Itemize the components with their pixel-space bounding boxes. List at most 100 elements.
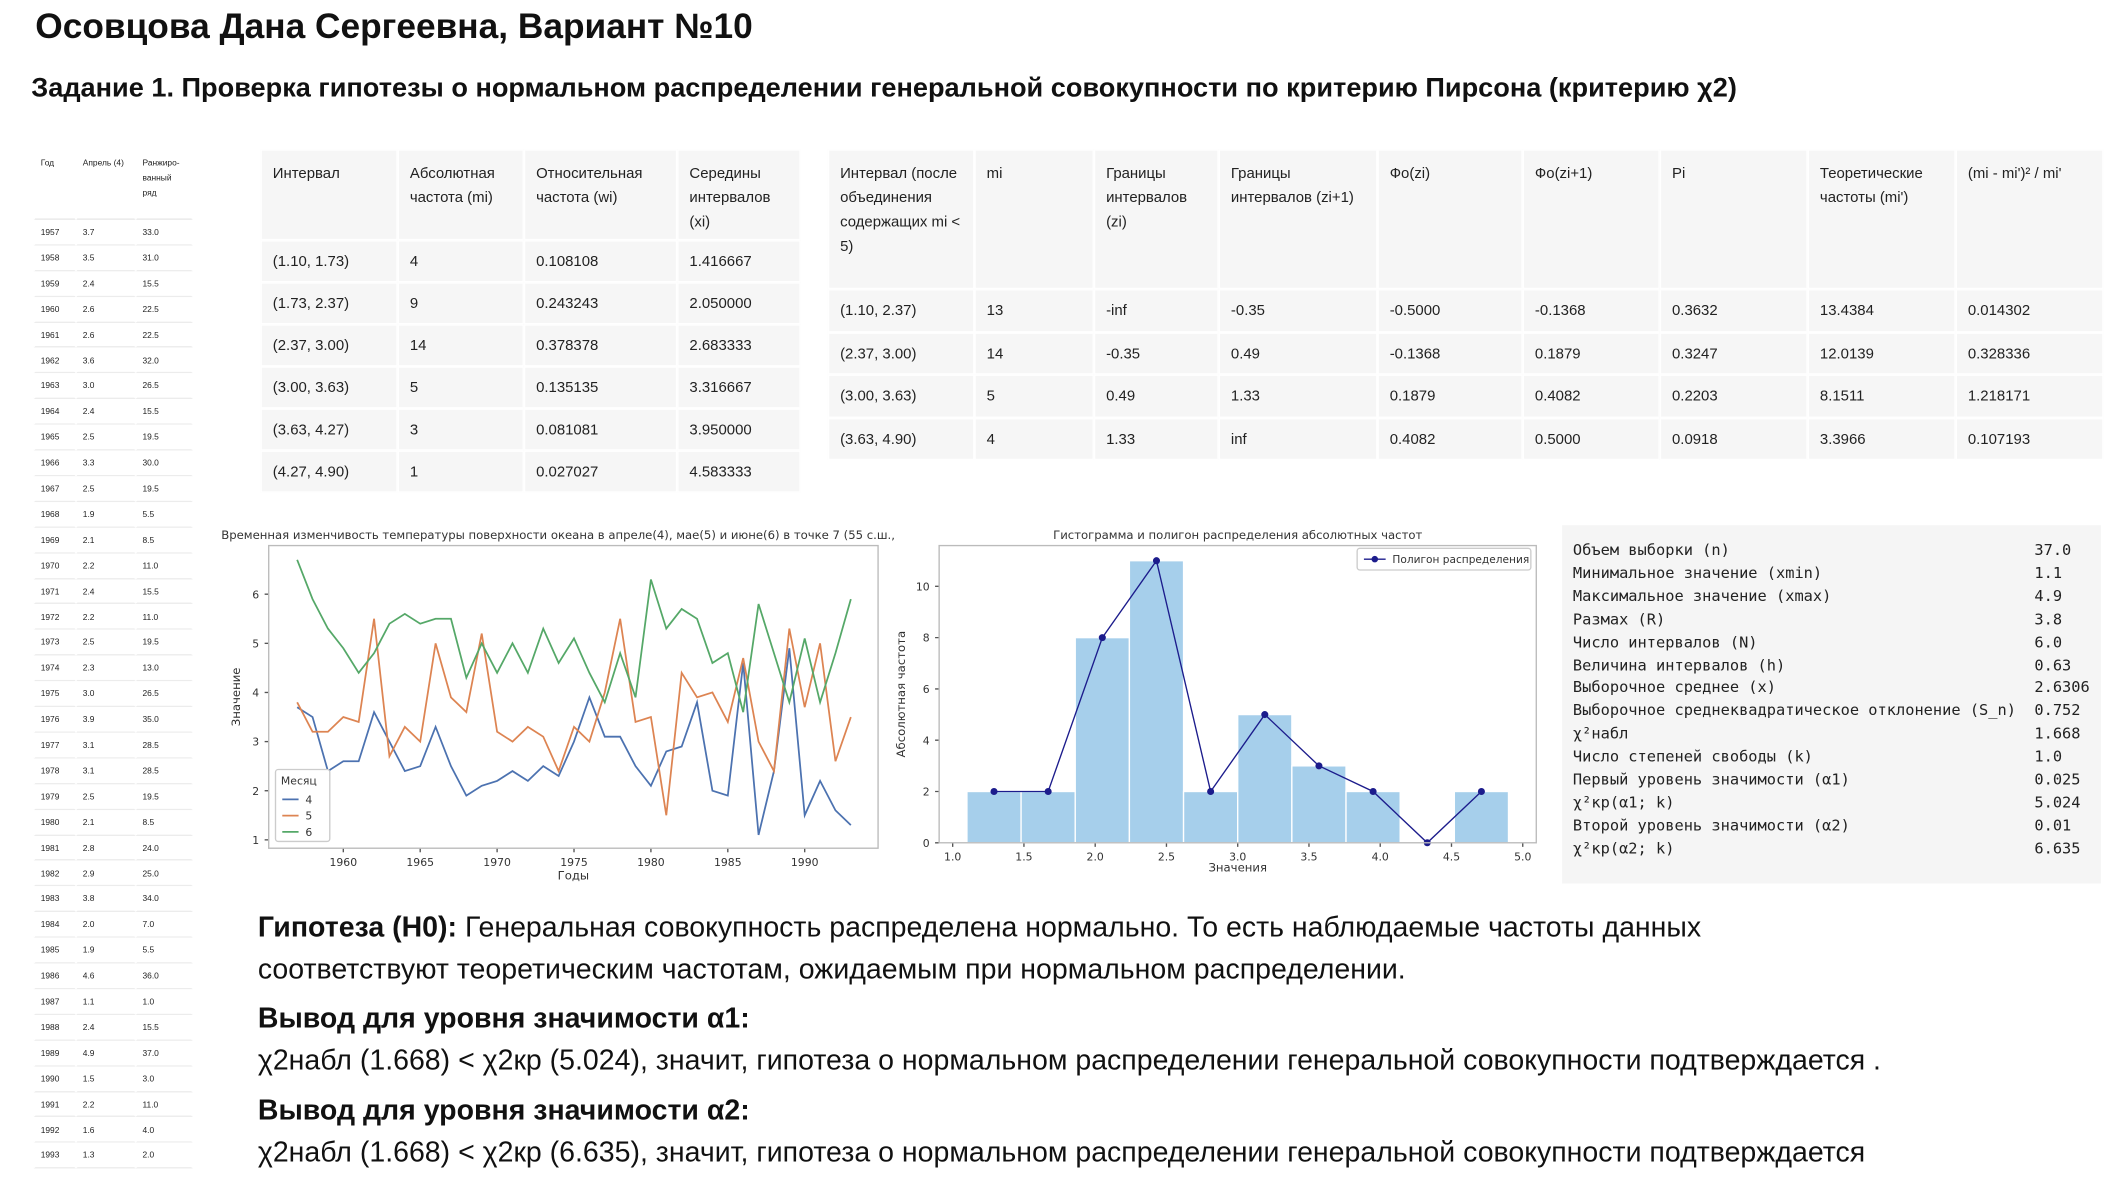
table-cell: 1958 [33,245,76,272]
table-cell: 26.5 [135,373,193,400]
table-cell: 0.081081 [523,408,678,451]
table-cell: 1987 [33,989,76,1015]
table-cell: 3 [397,408,524,451]
histogram-bar [1291,765,1347,844]
table-cell: 1.1 [75,989,136,1015]
table-cell: 0.378378 [523,324,678,367]
table-cell: 14 [397,324,524,367]
table-cell: 1969 [33,527,76,554]
table-cell: 9 [397,282,524,325]
table-cell: 15.5 [135,399,193,426]
polygon-point [990,787,998,796]
stat-value: 6.0 [2034,633,2063,651]
table-cell: (3.00, 3.63) [827,374,975,418]
series-line [296,618,852,816]
table-cell: (2.37, 3.00) [260,324,398,367]
table-cell: (3.00, 3.63) [260,366,398,409]
header-cell: Pi [1659,149,1808,290]
table-cell: 2.5 [75,476,136,502]
x-tick-label: 2.5 [1158,850,1175,863]
table-cell: 2.5 [75,425,136,451]
stat-label: Число интервалов (N) [1572,633,1758,651]
table-cell: (1.73, 2.37) [260,282,398,325]
table-cell: 1986 [33,963,76,990]
table-cell: 1978 [33,758,76,785]
alpha1-label: Вывод для уровня значимости α1: [257,1002,750,1035]
table-cell: 1 [397,450,524,493]
stat-value: 6.635 [2034,839,2081,858]
histogram-bar [1453,790,1510,844]
y-tick-label: 2 [923,786,930,799]
table-cell: 14 [974,331,1094,375]
histogram-bar [1020,790,1076,844]
table-cell: 3.5 [75,245,136,272]
alpha2-text: χ2набл (1.668) < χ2кр (6.635), значит, г… [257,1137,1866,1169]
polygon-point [1098,634,1106,642]
legend-label: 6 [305,826,312,839]
x-tick-label: 1970 [483,856,511,869]
table-cell: 2.8 [75,835,136,862]
table-cell: 5.5 [135,501,193,528]
table-cell: -0.1368 [1377,331,1523,375]
stat-label: Выборочное среднее (x) [1572,679,1777,697]
table-cell: -0.5000 [1377,289,1523,332]
chart: Гистограмма и полигон распределения абсо… [896,528,1537,874]
y-tick-label: 8 [923,632,930,645]
table-cell: 1975 [33,681,76,708]
table-cell: -0.1368 [1522,289,1660,332]
chart-title: Гистограмма и полигон распределения абсо… [1053,528,1422,542]
table-cell: 0.1879 [1522,331,1660,375]
table-cell: 37.0 [135,1040,193,1067]
table-cell: 1965 [33,425,76,451]
header-cell: Относительная частота (wi) [523,149,678,241]
hypothesis: Гипотеза (H0): Генеральная совокупность … [258,907,1873,991]
table-cell: 2.4 [75,399,136,426]
table-cell: 3.6 [75,348,136,374]
y-tick-label: 1 [252,834,259,847]
stat-label: Второй уровень значимости (α2) [1572,816,1850,835]
series-line [296,648,852,836]
table-cell: (3.63, 4.90) [827,417,975,461]
table-cell: -inf [1093,289,1219,332]
table-cell: 2.1 [75,809,136,836]
table-cell: 2.1 [75,527,136,554]
table-cell: 0.1879 [1377,374,1523,418]
plot-frame [268,544,879,849]
table-cell: 19.5 [135,630,193,656]
table-cell: 1971 [33,578,76,605]
table-cell: 15.5 [135,271,193,297]
table-cell: 28.5 [135,732,193,759]
table-cell: (3.63, 4.27) [260,408,398,451]
table-cell: (4.27, 4.90) [260,450,398,493]
table-cell: 3.950000 [677,408,801,451]
header-cell: (mi - mi')² / mi' [1955,149,2104,290]
x-tick-label: 1980 [637,856,665,869]
table-cell: 11.0 [135,553,193,579]
alpha1-text: χ2набл (1.668) < χ2кр (5.024), значит, г… [257,1044,1881,1077]
table-cell: 31.0 [135,245,193,272]
table-cell: 3.3 [75,450,136,477]
table-cell: 19.5 [135,425,193,451]
table-cell: 1.5 [75,1066,136,1092]
table-cell: 19.5 [135,476,193,502]
header-cell: Фо(zi+1) [1522,149,1660,290]
table-cell: 0.107193 [1955,417,2104,461]
stat-label: Выборочное среднеквадратическое отклонен… [1572,702,2016,720]
table-cell: 1985 [33,938,76,964]
legend-label: Полигон распределения [1392,554,1529,566]
table-cell: (1.10, 2.37) [827,289,975,332]
table-cell: 2.2 [75,604,136,631]
table-cell: 3.0 [75,681,136,708]
table-cell: 2.5 [75,630,136,656]
stat-label: χ²кр(α1; k) [1572,793,1675,812]
table-cell: 12.0139 [1807,331,1956,375]
table-cell: 0.49 [1093,374,1219,418]
legend-box [274,768,331,843]
table-cell: 2.4 [75,578,136,605]
x-tick-label: 1990 [791,856,819,869]
table-cell: 1991 [33,1091,76,1118]
stat-label: Число степеней свободы (k) [1572,747,1813,766]
hypothesis-label: Гипотеза (H0): [257,911,458,944]
table-cell: 3.1 [75,758,136,785]
